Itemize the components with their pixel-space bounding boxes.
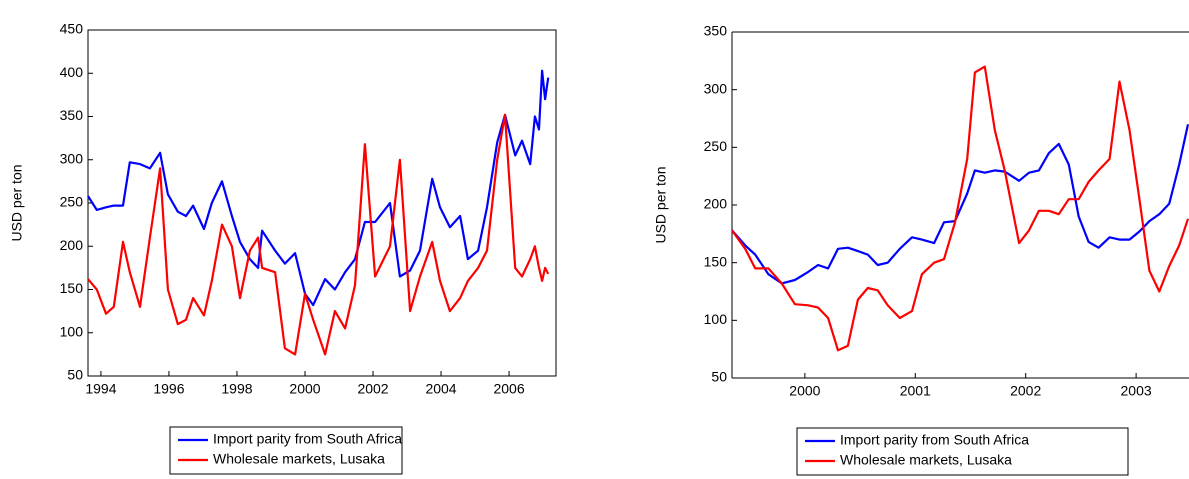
- x-tick-label: 1996: [153, 381, 184, 397]
- y-tick-label: 200: [704, 196, 728, 212]
- y-tick-label: 350: [60, 107, 84, 123]
- x-tick-label: 2004: [425, 381, 456, 397]
- x-tick-label: 2000: [789, 383, 820, 399]
- x-tick-label: 2002: [1010, 383, 1041, 399]
- x-tick-label: 2006: [493, 381, 524, 397]
- x-tick-label: 1994: [85, 381, 116, 397]
- y-tick-label: 150: [60, 280, 84, 296]
- series-line: [731, 65, 1189, 352]
- x-tick-label: 2003: [1121, 383, 1152, 399]
- plot-frame: [87, 29, 557, 377]
- y-tick-label: 200: [60, 237, 84, 253]
- y-tick-label: 250: [60, 194, 84, 210]
- legend-label: Import parity from South Africa: [840, 432, 1029, 448]
- legend-label: Wholesale markets, Lusaka: [840, 452, 1012, 468]
- y-tick-label: 350: [704, 23, 728, 39]
- x-tick-label: 2000: [289, 381, 320, 397]
- y-tick-label: 100: [60, 323, 84, 339]
- y-tick-label: 300: [60, 150, 84, 166]
- y-tick-label: 450: [60, 21, 84, 37]
- y-tick-label: 50: [67, 367, 83, 383]
- legend-label: Wholesale markets, Lusaka: [213, 451, 385, 467]
- legend-box: [796, 427, 1129, 476]
- y-tick-label: 50: [711, 369, 727, 385]
- y-axis-label: USD per ton: [653, 166, 669, 243]
- x-tick-label: 2001: [900, 383, 931, 399]
- legend-label: Import parity from South Africa: [213, 431, 402, 447]
- series-line: [87, 113, 550, 356]
- y-tick-label: 300: [704, 80, 728, 96]
- y-tick-label: 250: [704, 138, 728, 154]
- y-axis-label: USD per ton: [9, 164, 25, 241]
- y-tick-label: 150: [704, 253, 728, 269]
- series-line: [731, 124, 1189, 285]
- y-tick-label: 400: [60, 64, 84, 80]
- x-tick-label: 2002: [357, 381, 388, 397]
- legend-box: [169, 426, 403, 475]
- y-tick-label: 100: [704, 311, 728, 327]
- series-line: [87, 69, 550, 307]
- x-tick-label: 1998: [221, 381, 252, 397]
